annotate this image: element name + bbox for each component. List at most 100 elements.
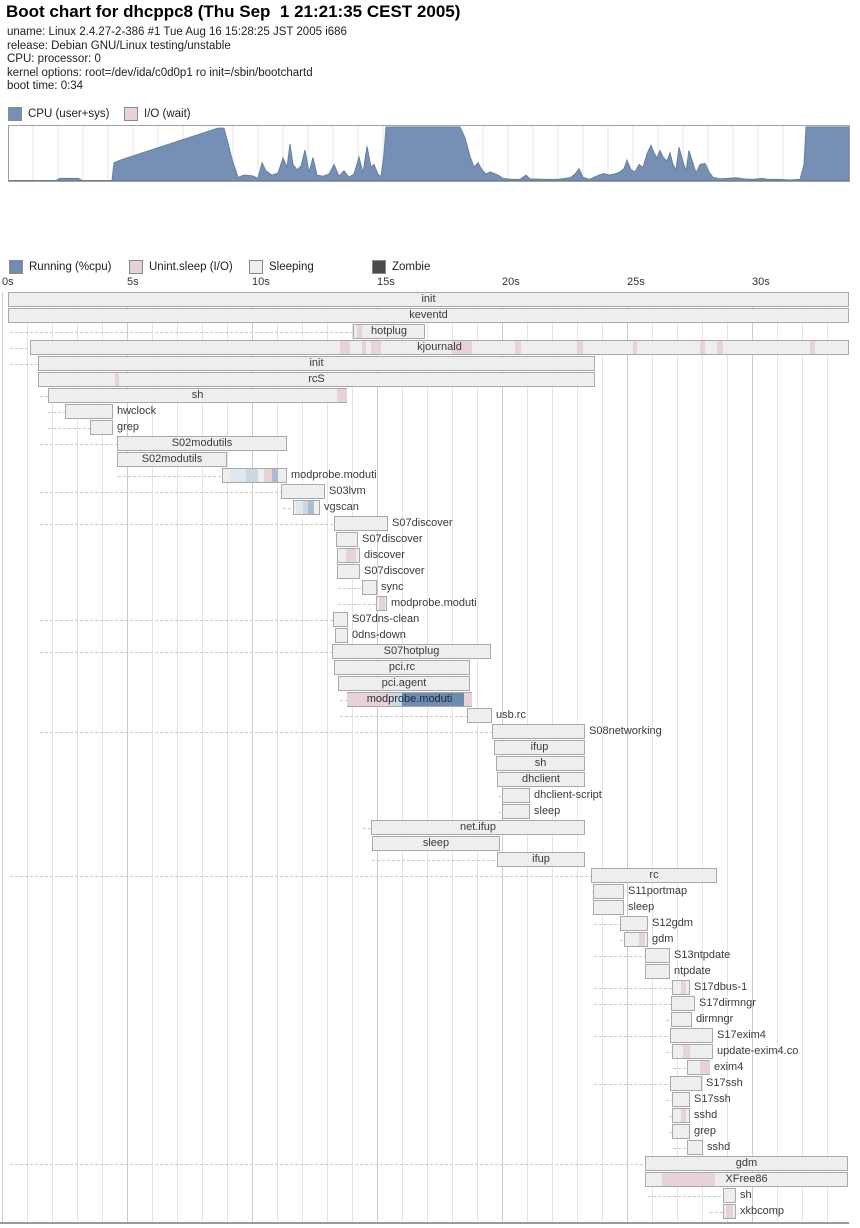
running-segment [230, 469, 246, 482]
legend-label: CPU (user+sys) [28, 108, 110, 120]
process-bar [494, 740, 585, 755]
process-label: net.ifup [459, 821, 497, 833]
cpu-usage-area [8, 126, 850, 181]
process-state-legend: Running (%cpu) Unint.sleep (I/O) Sleeping Z… [0, 260, 860, 274]
process-bar [671, 1012, 692, 1027]
process-label: ntpdate [674, 965, 711, 977]
io-wait-segment [357, 325, 362, 338]
process-bar [467, 708, 492, 723]
process-label: S11portmap [628, 885, 688, 897]
process-bar [497, 772, 585, 787]
cpu-legend: CPU (user+sys) I/O (wait) [0, 107, 860, 121]
process-bar [376, 596, 387, 611]
legend-label: Running (%cpu) [29, 261, 112, 273]
info-line: release: Debian GNU/Linux testing/unstab… [7, 39, 231, 52]
process-label: discover [364, 549, 405, 561]
process-bar [645, 1172, 848, 1187]
legend-item: CPU (user+sys) [8, 107, 109, 121]
process-label: grep [694, 1125, 717, 1137]
process-label: S17dirmngr [699, 997, 756, 1009]
io-wait-segment [452, 341, 472, 354]
info-line: kernel options: root=/dev/ida/c0d0p1 ro … [7, 66, 313, 79]
process-label: exim4 [714, 1061, 744, 1073]
legend-item: I/O (wait) [124, 107, 191, 121]
process-label: grep [117, 421, 140, 433]
legend-swatch [9, 260, 23, 274]
process-bar [645, 1156, 848, 1171]
process-bar [591, 868, 717, 883]
process-label: S02modutils [141, 453, 203, 465]
io-wait-segment [346, 549, 356, 562]
process-bar [362, 580, 377, 595]
process-bar [672, 1092, 690, 1107]
process-bar [371, 820, 585, 835]
process-bar [687, 1060, 710, 1075]
process-label: kjournald [417, 341, 462, 353]
io-wait-segment [347, 693, 392, 706]
process-bar [338, 676, 470, 691]
io-wait-segment [681, 981, 686, 994]
process-label: dhclient-script [534, 789, 602, 801]
process-label: gdm [652, 933, 674, 945]
process-bar [672, 1044, 713, 1059]
process-label: sshd [707, 1141, 731, 1153]
system-info-block: uname: Linux 2.4.27-2-386 #1 Tue Aug 16 … [7, 26, 347, 94]
io-wait-segment [639, 933, 645, 946]
process-label: sh [534, 757, 547, 769]
cpu-chart-border [8, 125, 850, 182]
process-label: init [421, 293, 436, 305]
legend-swatch [124, 107, 138, 121]
time-tick-label: 10s [252, 276, 270, 288]
process-label: S07discover [392, 517, 453, 529]
process-bar [496, 756, 585, 771]
process-label: init [309, 357, 324, 369]
process-label: S07discover [364, 565, 425, 577]
io-wait-segment [340, 341, 350, 354]
cpu-usage-chart [8, 125, 850, 182]
process-label: S02modutils [171, 437, 233, 449]
process-bar [502, 804, 530, 819]
process-bar [492, 724, 585, 739]
process-label: pci.rc [388, 661, 416, 673]
process-bar [672, 1108, 690, 1123]
info-line: boot time: 0:34 [7, 80, 84, 92]
io-wait-segment [700, 341, 705, 354]
process-bar [117, 452, 227, 467]
process-label: sleep [534, 805, 561, 817]
process-label: S08networking [589, 725, 662, 737]
process-label: 0dns-down [352, 629, 406, 641]
running-segment [308, 501, 314, 514]
io-wait-segment [337, 389, 347, 402]
process-label: sync [381, 581, 404, 593]
process-label: S13ntpdate [674, 949, 731, 961]
info-line: CPU: processor: 0 [7, 53, 101, 65]
process-bar [222, 468, 287, 483]
process-label: usb.rc [496, 709, 526, 721]
legend-label: I/O (wait) [144, 108, 191, 120]
process-bar [620, 916, 648, 931]
running-segment [392, 693, 402, 706]
process-bar [48, 388, 347, 403]
time-tick-label: 25s [627, 276, 645, 288]
process-bar [670, 1028, 713, 1043]
process-label: ifup [532, 853, 550, 865]
io-wait-segment [700, 1061, 710, 1074]
process-bar [624, 932, 648, 947]
process-bar [671, 996, 695, 1011]
running-segment [303, 501, 308, 514]
process-bar [687, 1140, 703, 1155]
process-bar [723, 1204, 736, 1219]
legend-item: Running (%cpu) [9, 260, 111, 274]
process-bar [38, 356, 595, 371]
process-bar [281, 484, 325, 499]
process-label: S07hotplug [383, 645, 440, 657]
process-label: gdm [735, 1157, 758, 1169]
running-segment [246, 469, 258, 482]
legend-item: Sleeping [249, 260, 314, 274]
process-bars-layer: init keventd hotplug kjournald init rcS sh hwcl… [0, 292, 860, 1224]
io-wait-segment [662, 1173, 715, 1186]
process-label: modprobe.moduti [391, 597, 477, 609]
io-wait-segment [115, 373, 119, 386]
process-label: S12gdm [652, 917, 693, 929]
process-bar [8, 308, 849, 323]
